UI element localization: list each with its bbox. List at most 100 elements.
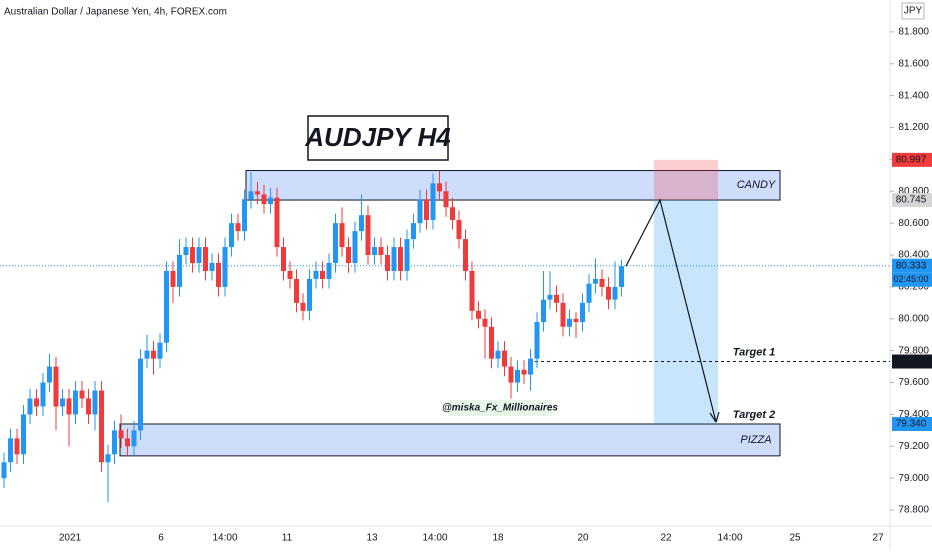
- candle-body: [47, 366, 52, 383]
- candle-body: [21, 414, 26, 455]
- candle-body: [417, 199, 423, 224]
- x-tick-label: 14:00: [717, 533, 742, 544]
- candle-body: [138, 358, 143, 431]
- y-tick-label: 80.600: [898, 218, 929, 229]
- candle-body: [385, 255, 390, 271]
- candle-body: [554, 294, 559, 303]
- candle-body: [593, 278, 598, 284]
- candle-body: [229, 223, 234, 248]
- y-tick-label: 81.600: [898, 58, 929, 69]
- zone-label: CANDY: [737, 179, 776, 191]
- x-tick-label: 20: [577, 533, 589, 544]
- candle-body: [424, 199, 429, 220]
- y-tick-label: 78.800: [898, 505, 929, 516]
- candle-body: [320, 270, 325, 279]
- y-tick-label: 81.400: [898, 90, 929, 101]
- zone: [119, 423, 781, 457]
- arrow-head: [709, 411, 720, 423]
- y-tick-label: 79.600: [898, 377, 929, 388]
- candle-body: [151, 350, 156, 359]
- price-label-box: [892, 193, 932, 208]
- candle-body: [580, 302, 585, 322]
- candle-body: [502, 350, 507, 367]
- candle-body: [60, 398, 65, 407]
- candle-body: [53, 366, 59, 407]
- candle-body: [34, 398, 39, 407]
- candle-body: [307, 278, 312, 311]
- candle-body: [456, 219, 462, 240]
- countdown: 02:45:00: [893, 274, 928, 284]
- candle-body: [79, 390, 85, 399]
- candle-body: [489, 326, 494, 359]
- candle-body: [404, 239, 410, 271]
- candle-body: [209, 263, 215, 271]
- candle-body: [105, 454, 111, 463]
- candle-body: [612, 286, 618, 300]
- candle-body: [430, 183, 436, 220]
- price-label-box: [892, 354, 932, 369]
- target-label: Target 1: [733, 346, 775, 358]
- candle-body: [469, 270, 475, 311]
- candle-body: [515, 369, 520, 383]
- candle-body: [619, 266, 624, 287]
- x-tick-label: 11: [282, 533, 293, 544]
- candle-body: [534, 321, 540, 359]
- x-tick-label: 18: [492, 533, 504, 544]
- candle-body: [346, 247, 351, 263]
- price-label: 79.732: [896, 356, 927, 367]
- candle-body: [281, 247, 286, 271]
- candle-body: [196, 247, 202, 263]
- zone: [245, 170, 781, 201]
- price-label-box: [892, 152, 932, 167]
- y-tick-label: 79.400: [898, 409, 929, 420]
- title: AUDJPY H4: [304, 122, 451, 152]
- watermark-box: [448, 400, 552, 416]
- title-box: [307, 115, 449, 161]
- candle-body: [567, 318, 572, 327]
- x-tick-label: 13: [366, 533, 378, 544]
- y-tick-label: 79.000: [898, 473, 929, 484]
- y-tick-label: 80.400: [898, 250, 929, 261]
- candle-body: [476, 310, 481, 319]
- candle-body: [268, 197, 273, 205]
- candle-body: [573, 318, 579, 322]
- candle-body: [14, 438, 20, 455]
- x-tick-label: 14:00: [212, 533, 237, 544]
- candle-body: [66, 398, 72, 415]
- candle-body: [326, 263, 332, 279]
- candle-body: [411, 223, 416, 240]
- candle-body: [261, 194, 267, 205]
- candle-body: [463, 239, 468, 271]
- price-label-box: [892, 416, 932, 431]
- candle-body: [372, 247, 377, 256]
- candle-body: [8, 438, 13, 463]
- candle-body: [359, 215, 364, 232]
- x-tick-label: 25: [789, 533, 801, 544]
- stop-box: [654, 159, 718, 201]
- candle-body: [157, 342, 163, 359]
- y-tick-label: 81.200: [898, 122, 929, 133]
- candle-body: [521, 369, 527, 375]
- candle-body: [248, 191, 254, 200]
- candle-body: [118, 430, 124, 439]
- candle-body: [216, 263, 221, 287]
- candle-body: [443, 191, 449, 208]
- candle-body: [235, 223, 241, 232]
- candle-body: [170, 270, 176, 287]
- y-tick-label: 79.800: [898, 345, 929, 356]
- candle-body: [378, 247, 384, 256]
- price-label: 80.333: [896, 260, 927, 271]
- x-tick-label: 6: [158, 533, 164, 544]
- candle-body: [541, 299, 546, 322]
- candle-body: [222, 247, 228, 287]
- candle-body: [547, 294, 553, 300]
- candle-body: [1, 462, 7, 479]
- candle-body: [131, 430, 137, 447]
- candle-body: [27, 398, 33, 415]
- candle-body: [190, 247, 195, 263]
- target-label: Target 2: [733, 409, 775, 421]
- candle-body: [40, 382, 46, 407]
- currency: JPY: [904, 6, 923, 17]
- candle-body: [398, 247, 403, 271]
